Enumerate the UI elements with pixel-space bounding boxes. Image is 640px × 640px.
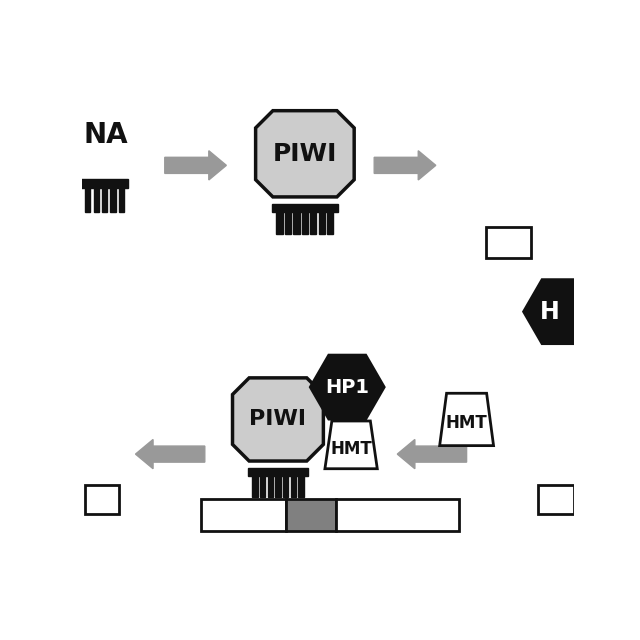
Bar (336, 499, 459, 531)
Polygon shape (397, 440, 467, 468)
Bar (285, 499, 336, 531)
Polygon shape (232, 378, 323, 461)
Bar (272, 204, 338, 212)
Text: H: H (540, 300, 559, 324)
Text: NA: NA (83, 122, 128, 150)
Text: PIWI: PIWI (250, 410, 307, 429)
Polygon shape (310, 355, 384, 419)
Bar (102, 188, 108, 212)
Bar (319, 212, 325, 234)
Polygon shape (374, 150, 436, 180)
Bar (275, 476, 281, 497)
Bar (119, 188, 124, 212)
Bar (81, 179, 128, 188)
Bar (268, 476, 273, 497)
Polygon shape (325, 421, 378, 468)
Bar (285, 212, 291, 234)
Bar (276, 212, 283, 234)
Bar (248, 468, 308, 476)
Polygon shape (255, 111, 354, 197)
Polygon shape (440, 393, 493, 445)
Text: PIWI: PIWI (273, 142, 337, 166)
Polygon shape (136, 440, 205, 468)
Bar (85, 188, 90, 212)
Bar (252, 476, 257, 497)
Polygon shape (524, 280, 598, 344)
Bar (201, 499, 285, 531)
Bar (302, 212, 308, 234)
Bar (486, 227, 531, 258)
Bar (93, 188, 99, 212)
Text: HP1: HP1 (325, 378, 369, 397)
Bar (291, 476, 296, 497)
Text: HMT: HMT (330, 440, 372, 458)
Bar (327, 212, 333, 234)
Polygon shape (164, 150, 227, 180)
Bar (111, 188, 116, 212)
Bar (298, 476, 304, 497)
Text: HMT: HMT (445, 414, 488, 432)
Bar (86, 485, 119, 514)
Bar (260, 476, 265, 497)
Bar (310, 212, 316, 234)
Bar (538, 485, 575, 514)
Bar (293, 212, 300, 234)
Bar (283, 476, 289, 497)
